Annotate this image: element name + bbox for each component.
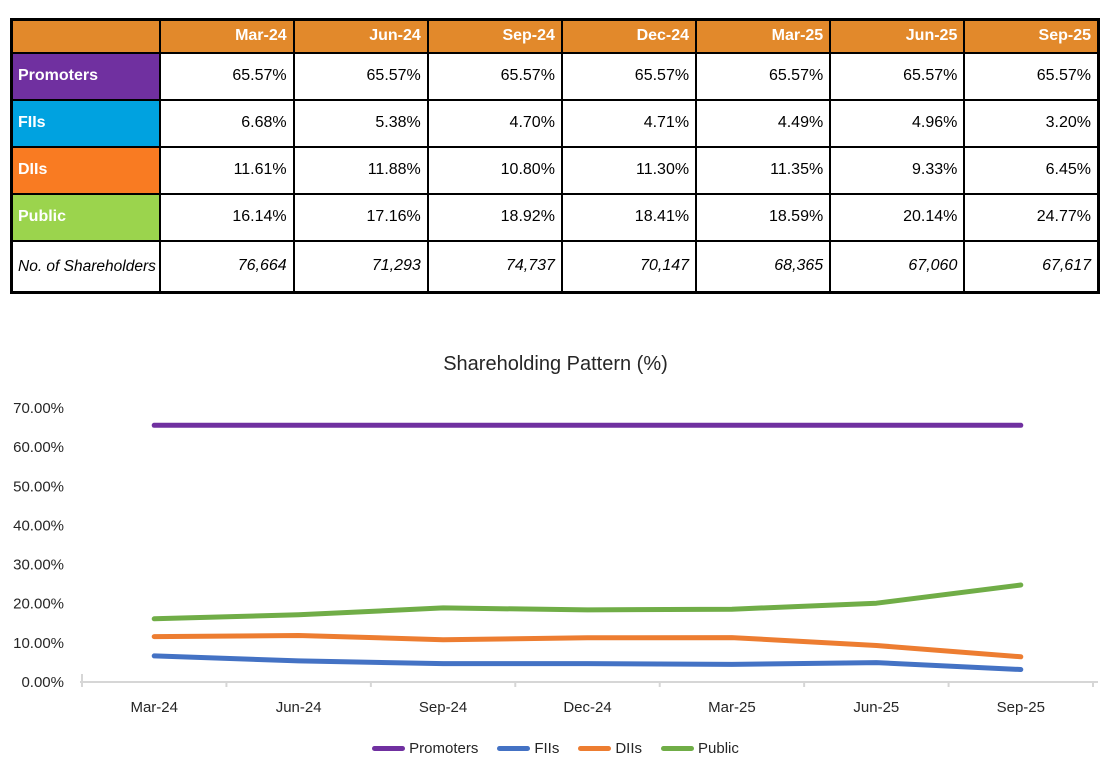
- legend-swatch-promoters: [372, 746, 406, 751]
- column-header: Sep-24: [426, 18, 563, 54]
- value-cell: 11.35%: [695, 145, 832, 195]
- shareholders-row: No. of Shareholders 76,664 71,293 74,737 70,…: [10, 239, 1100, 294]
- value-cell: 18.59%: [695, 192, 832, 242]
- chart-line-diis: [151, 633, 1024, 660]
- value-cell: 4.49%: [695, 98, 832, 148]
- shareholding-line-chart: 0.00% 10.00% 20.00% 30.00% 40.00% 50.00% 60.00…: [13, 400, 1098, 716]
- table-header-row: Mar-24 Jun-24 Sep-24 Dec-24 Mar-25 Jun-25 Sep-…: [10, 18, 1100, 54]
- legend-item-diis: DIIs: [578, 740, 642, 757]
- y-axis-tick-label: 20.00%: [13, 596, 64, 613]
- y-axis-tick-label: 30.00%: [13, 557, 64, 574]
- column-header: Sep-25: [963, 18, 1100, 54]
- value-cell: 24.77%: [963, 192, 1100, 242]
- legend-label: DIIs: [615, 740, 642, 757]
- column-header: Jun-24: [292, 18, 429, 54]
- value-cell: 11.30%: [560, 145, 698, 195]
- shareholders-value-cell: 76,664: [158, 239, 295, 294]
- value-cell: 65.57%: [426, 51, 563, 101]
- value-cell: 65.57%: [829, 51, 966, 101]
- shareholders-value-cell: 71,293: [292, 239, 429, 294]
- chart-legend: Promoters FIIs DIIs Public: [0, 740, 1111, 757]
- x-axis-label: Mar-24: [130, 699, 178, 716]
- shareholders-value-cell: 70,147: [560, 239, 698, 294]
- table-row: Public 16.14% 17.16% 18.92% 18.41% 18.59% 20.1…: [10, 192, 1100, 242]
- value-cell: 4.70%: [426, 98, 563, 148]
- legend-item-fiis: FIIs: [497, 740, 559, 757]
- x-axis-label: Sep-25: [997, 699, 1045, 716]
- chart-line-fiis: [151, 653, 1024, 672]
- shareholders-value-cell: 67,060: [829, 239, 966, 294]
- value-cell: 65.57%: [560, 51, 698, 101]
- y-axis-tick-label: 10.00%: [13, 635, 64, 652]
- value-cell: 16.14%: [158, 192, 295, 242]
- table-header: Mar-24 Jun-24 Sep-24 Dec-24 Mar-25 Jun-25 Sep-…: [10, 18, 1100, 54]
- value-cell: 65.57%: [963, 51, 1100, 101]
- row-label: DIIs: [10, 145, 161, 195]
- value-cell: 11.61%: [158, 145, 295, 195]
- value-cell: 3.20%: [963, 98, 1100, 148]
- legend-item-public: Public: [661, 740, 739, 757]
- value-cell: 65.57%: [695, 51, 832, 101]
- shareholders-value-cell: 68,365: [695, 239, 832, 294]
- legend-item-promoters: Promoters: [372, 740, 478, 757]
- x-axis-label: Jun-24: [276, 699, 322, 716]
- legend-label: FIIs: [534, 740, 560, 757]
- column-header: Dec-24: [560, 18, 698, 54]
- chart-title: Shareholding Pattern (%): [443, 353, 668, 375]
- value-cell: 17.16%: [292, 192, 429, 242]
- y-axis-tick-label: 70.00%: [13, 400, 64, 417]
- x-axis-label: Mar-25: [708, 699, 756, 716]
- row-label: FIIs: [10, 98, 161, 148]
- legend-swatch-diis: [578, 746, 612, 751]
- value-cell: 11.88%: [292, 145, 429, 195]
- y-axis-tick-label: 60.00%: [13, 439, 64, 456]
- legend-label: Promoters: [409, 740, 479, 757]
- x-axis-label: Jun-25: [853, 699, 899, 716]
- row-label: Promoters: [10, 51, 161, 101]
- column-header: Mar-24: [158, 18, 295, 54]
- row-label: Public: [10, 192, 161, 242]
- table-body: Promoters 65.57% 65.57% 65.57% 65.57% 65.57% 6…: [10, 51, 1100, 294]
- x-axis-label: Sep-24: [419, 699, 467, 716]
- value-cell: 4.96%: [829, 98, 966, 148]
- table-row: DIIs 11.61% 11.88% 10.80% 11.30% 11.35% 9.33% 6…: [10, 145, 1100, 195]
- value-cell: 9.33%: [829, 145, 966, 195]
- value-cell: 6.45%: [963, 145, 1100, 195]
- shareholders-value-cell: 74,737: [426, 239, 563, 294]
- column-header: Mar-25: [695, 18, 832, 54]
- value-cell: 65.57%: [292, 51, 429, 101]
- legend-swatch-fiis: [497, 746, 531, 751]
- legend-label: Public: [698, 740, 739, 757]
- table-row: Promoters 65.57% 65.57% 65.57% 65.57% 65.57% 6…: [10, 51, 1100, 101]
- shareholders-row-label: No. of Shareholders: [10, 239, 161, 294]
- column-header: Jun-25: [829, 18, 966, 54]
- table-corner-cell: [10, 18, 161, 54]
- legend-swatch-public: [661, 746, 694, 751]
- shareholders-value-cell: 67,617: [963, 239, 1100, 294]
- x-axis-label: Dec-24: [563, 699, 611, 716]
- value-cell: 10.80%: [426, 145, 563, 195]
- value-cell: 65.57%: [158, 51, 295, 101]
- value-cell: 4.71%: [560, 98, 698, 148]
- value-cell: 18.92%: [426, 192, 563, 242]
- value-cell: 6.68%: [158, 98, 295, 148]
- value-cell: 5.38%: [292, 98, 429, 148]
- y-axis-tick-label: 50.00%: [13, 478, 64, 495]
- chart-line-public: [151, 582, 1024, 622]
- value-cell: 20.14%: [829, 192, 966, 242]
- value-cell: 18.41%: [560, 192, 698, 242]
- shareholding-table: Mar-24 Jun-24 Sep-24 Dec-24 Mar-25 Jun-25 Sep-…: [10, 18, 1100, 294]
- table-row: FIIs 6.68% 5.38% 4.70% 4.71% 4.49% 4.96% 3.20%: [10, 98, 1100, 148]
- y-axis-tick-label: 40.00%: [13, 517, 64, 534]
- y-axis-tick-label: 0.00%: [21, 674, 64, 691]
